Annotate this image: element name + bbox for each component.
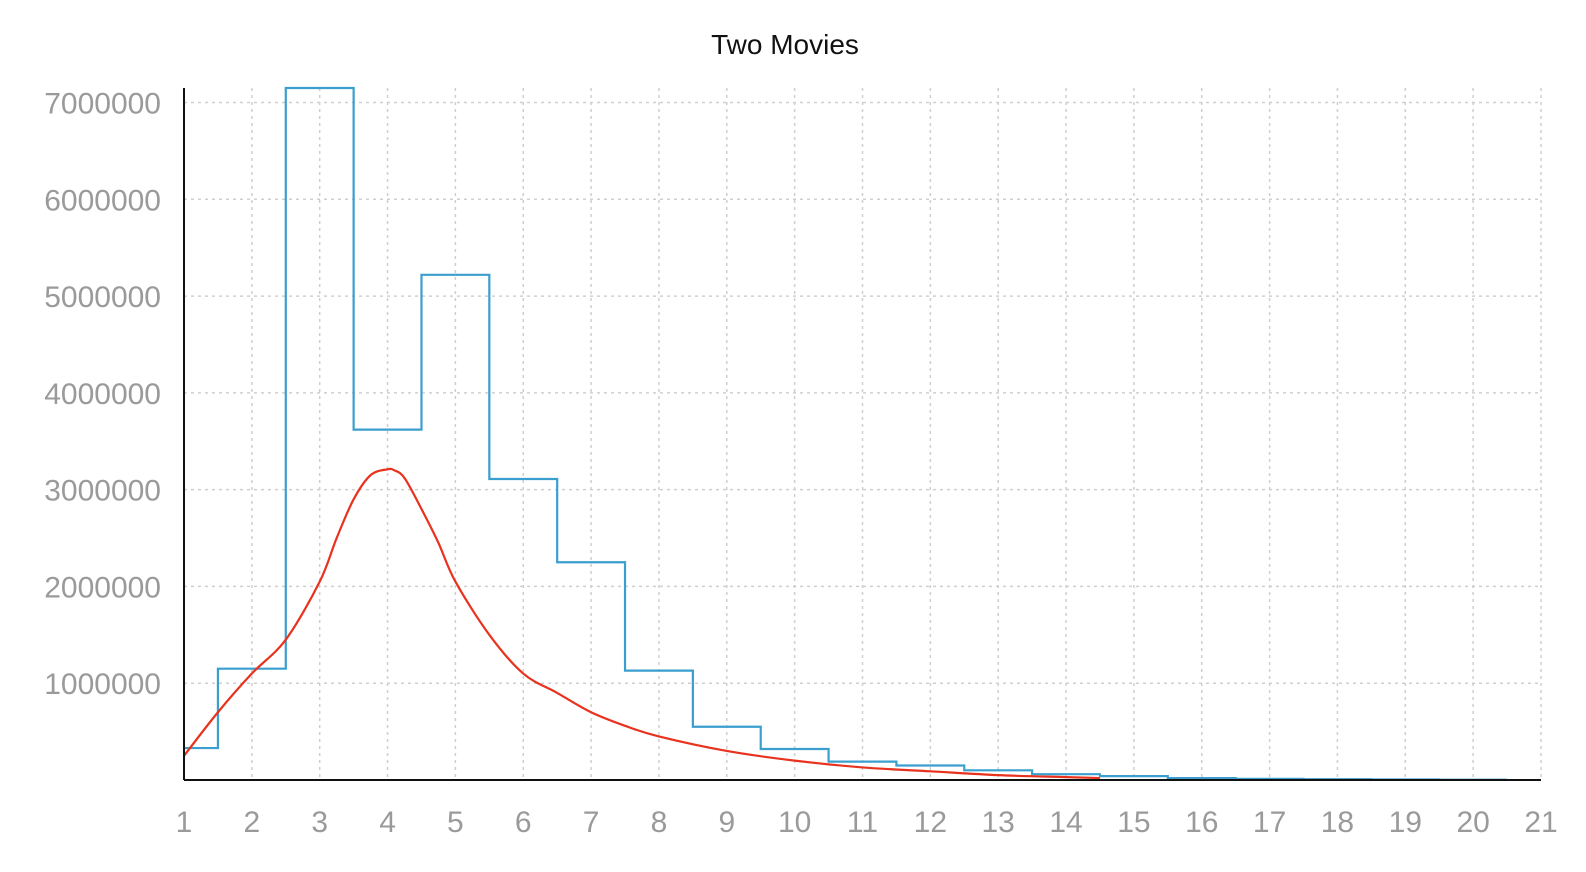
- y-tick-label: 6000000: [44, 184, 161, 217]
- chart-title: Two Movies: [711, 29, 859, 60]
- x-tick-label: 16: [1185, 806, 1218, 839]
- x-tick-label: 8: [651, 806, 668, 839]
- x-tick-label: 9: [718, 806, 735, 839]
- series-layer: [183, 86, 1508, 781]
- x-tick-label: 2: [244, 806, 261, 839]
- x-tick-label: 13: [982, 806, 1015, 839]
- x-tick-label: 18: [1321, 806, 1354, 839]
- fitted-curve-line: [183, 467, 1101, 780]
- y-tick-label: 4000000: [44, 378, 161, 411]
- x-tick-label: 20: [1456, 806, 1489, 839]
- x-tick-label: 3: [311, 806, 328, 839]
- x-tick-label: 11: [847, 806, 878, 839]
- x-tick-label: 4: [379, 806, 396, 839]
- histogram-step-line: [184, 86, 1508, 781]
- x-tick-label: 6: [515, 806, 532, 839]
- x-tick-label: 14: [1049, 806, 1082, 839]
- x-tick-label: 7: [583, 806, 600, 839]
- y-tick-label: 1000000: [44, 668, 161, 701]
- x-tick-label: 10: [778, 806, 811, 839]
- x-tick-label: 5: [447, 806, 464, 839]
- x-tick-label: 17: [1253, 806, 1286, 839]
- y-tick-label: 5000000: [44, 281, 161, 314]
- x-tick-label: 1: [176, 806, 193, 839]
- grid: [184, 88, 1542, 780]
- x-axis-ticks: 1 2 3 4 5 6 7 8 9 10 11 12 13 14 15 16 17 18 19 20 21: [176, 806, 1558, 839]
- x-tick-label: 21: [1524, 806, 1557, 839]
- y-axis-ticks: 1000000 2000000 3000000 4000000 5000000 60000…: [44, 88, 161, 702]
- y-tick-label: 7000000: [44, 88, 161, 121]
- axes: [183, 88, 1541, 781]
- y-tick-label: 2000000: [44, 571, 161, 604]
- x-tick-label: 15: [1117, 806, 1150, 839]
- y-tick-label: 3000000: [44, 475, 161, 508]
- x-tick-label: 12: [914, 806, 947, 839]
- x-tick-label: 19: [1389, 806, 1422, 839]
